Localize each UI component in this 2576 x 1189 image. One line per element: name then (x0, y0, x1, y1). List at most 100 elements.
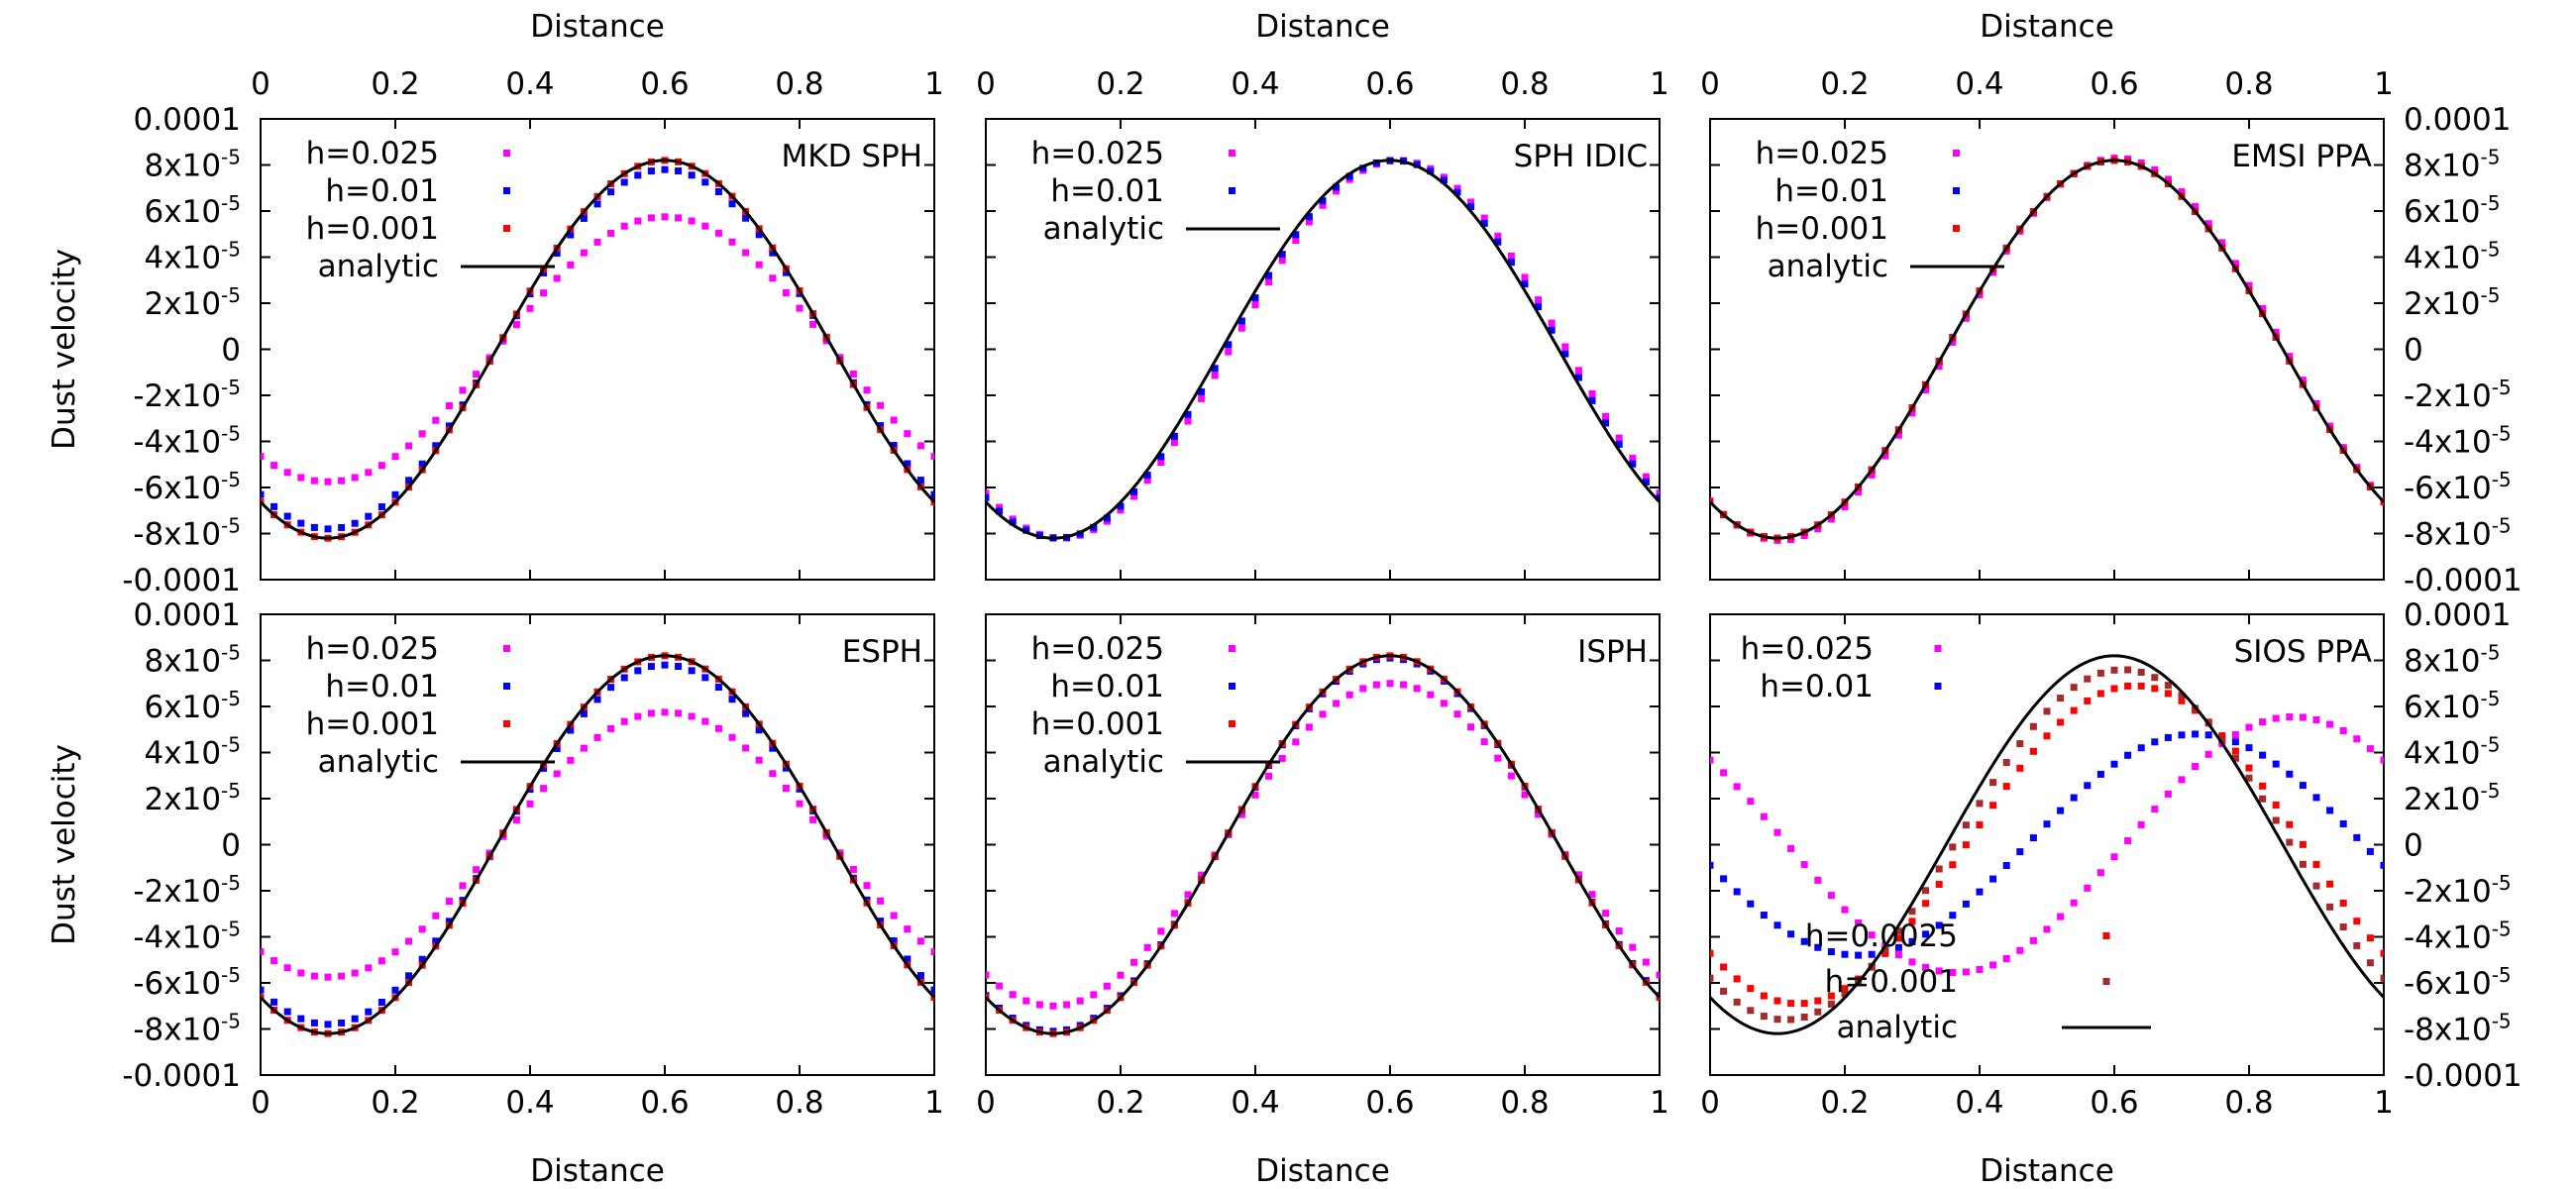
legend-swatch-point (2102, 978, 2110, 985)
data-point (1359, 164, 1367, 172)
data-point (2057, 695, 2065, 703)
x-tick-label-top: 0 (976, 66, 996, 102)
x-axis-title-top: Distance (530, 9, 665, 45)
x-tick-label-bottom: 0.4 (1231, 1085, 1279, 1121)
data-point (904, 430, 912, 438)
y-tick-label-right: 0 (2404, 333, 2423, 369)
data-point (849, 865, 857, 873)
data-point (1319, 201, 1327, 209)
data-point (1521, 280, 1529, 288)
data-point (634, 667, 642, 675)
data-point (1922, 900, 1930, 908)
data-point (1076, 530, 1084, 538)
data-point (1467, 198, 1475, 206)
data-point (324, 1021, 332, 1028)
y-tick-label-left: -0.0001 (122, 563, 241, 598)
data-point (1720, 875, 1728, 883)
data-point (1962, 900, 1970, 908)
legend-label-h=0.001: h=0.001 (1756, 211, 1888, 247)
data-point (1629, 460, 1637, 468)
data-point (742, 214, 750, 222)
data-point (1265, 772, 1273, 780)
data-point (1063, 1001, 1071, 1009)
data-point (473, 866, 481, 874)
analytic-curve (986, 654, 1660, 1035)
data-point (1022, 997, 1030, 1005)
data-point (553, 274, 561, 282)
data-point (445, 918, 453, 925)
data-point (2366, 959, 2374, 967)
x-tick-label-top: 0 (1700, 66, 1720, 102)
data-point (1881, 452, 1889, 460)
data-point (1787, 930, 1795, 938)
data-point (904, 925, 912, 933)
data-point (512, 321, 520, 329)
data-point (1117, 971, 1125, 979)
data-point (755, 261, 763, 269)
plot-data (261, 157, 934, 542)
data-point (1881, 949, 1889, 957)
data-point (2178, 187, 2186, 195)
data-point (661, 165, 669, 173)
data-point (1733, 998, 1741, 1006)
data-point (1480, 219, 1488, 227)
data-point (1962, 968, 1970, 976)
data-point (526, 800, 534, 808)
data-point (1305, 218, 1313, 226)
data-point (1278, 257, 1286, 265)
data-point (1184, 410, 1192, 418)
series-h=0.025 (261, 708, 934, 981)
data-point (2259, 304, 2267, 312)
data-point (1787, 844, 1795, 852)
data-point (661, 708, 669, 716)
data-point (445, 402, 453, 410)
data-point (2231, 754, 2239, 762)
data-point (1237, 317, 1245, 325)
y-tick-label-right: -6x10-5 (2404, 963, 2512, 1002)
data-point (365, 469, 373, 477)
data-point (688, 217, 696, 225)
data-point (2272, 816, 2280, 824)
y-tick-label-left: 4x10-5 (145, 238, 241, 276)
data-point (1894, 927, 1902, 935)
data-point (1962, 821, 1970, 829)
x-tick-label-top: 0.8 (1500, 66, 1549, 102)
data-point (540, 764, 548, 772)
data-point (1548, 326, 1556, 334)
data-point (324, 973, 332, 981)
data-point (2002, 862, 2010, 870)
data-point (1103, 514, 1111, 522)
data-point (1574, 367, 1582, 375)
data-point (714, 188, 722, 196)
data-point (675, 214, 683, 222)
data-point (2137, 669, 2145, 677)
data-point (1278, 754, 1286, 762)
data-point (2272, 714, 2280, 722)
y-tick-label-left: 4x10-5 (145, 733, 241, 772)
data-point (593, 696, 601, 703)
data-point (365, 1008, 373, 1016)
data-point (2286, 353, 2294, 361)
data-point (310, 523, 318, 531)
x-tick-label-bottom: 0.6 (2090, 1085, 2138, 1121)
x-axis-title-bottom: Distance (1980, 1153, 2114, 1189)
data-point (1345, 172, 1353, 180)
data-point (2178, 697, 2186, 704)
data-point (620, 222, 628, 230)
y-tick-label-left: 8x10-5 (145, 146, 241, 184)
y-tick-label-left: 0.0001 (134, 102, 241, 138)
data-point (2029, 834, 2037, 842)
data-point (930, 986, 934, 994)
data-point (1841, 990, 1849, 998)
data-point (620, 674, 628, 682)
data-point (2204, 731, 2212, 739)
data-point (1198, 394, 1206, 402)
data-point (728, 733, 736, 741)
data-point (2231, 738, 2239, 746)
data-point (2272, 328, 2280, 336)
data-point (526, 304, 534, 312)
x-tick-label-bottom: 0.4 (505, 1085, 554, 1121)
y-tick-label-right: 2x10-5 (2404, 283, 2500, 322)
x-tick-label-top: 0.4 (1955, 66, 2003, 102)
